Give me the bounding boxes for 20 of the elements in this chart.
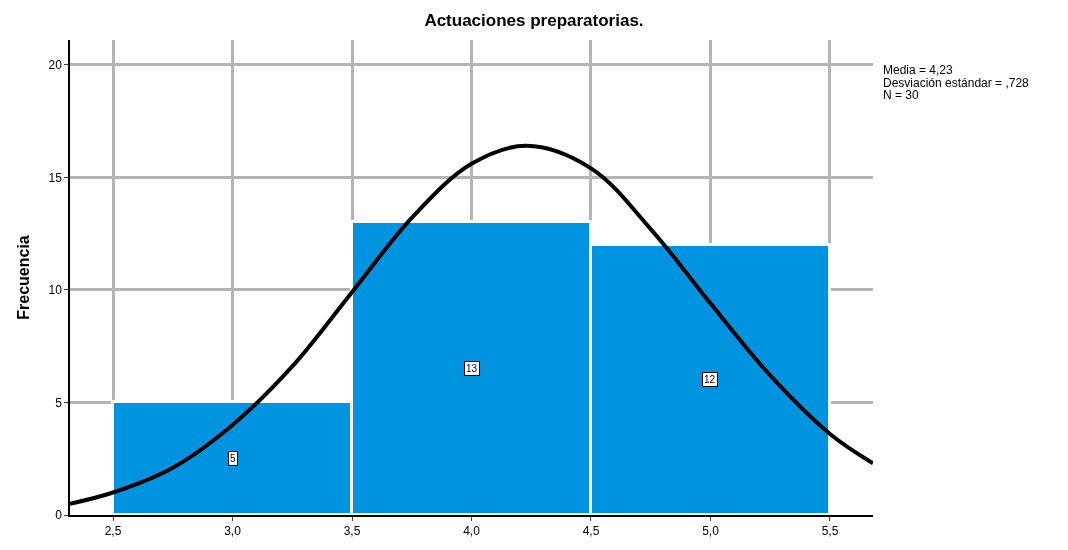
x-tick-label: 3,5 — [343, 524, 361, 539]
x-tick-label: 5,0 — [702, 524, 720, 539]
x-tick-label: 3,0 — [224, 524, 242, 539]
x-tick-label: 5,5 — [821, 524, 839, 539]
data-label: 5 — [230, 453, 236, 464]
text: Media = 4,23 — [883, 63, 954, 77]
text: N = 30 — [883, 88, 920, 102]
y-tick-label: 0 — [55, 508, 63, 523]
y-tick-label: 15 — [48, 170, 63, 185]
text: Desviación estándar = ,728 — [883, 76, 1030, 90]
y-tick-label: 10 — [48, 283, 63, 298]
y-tick-label: 20 — [48, 57, 63, 72]
x-tick-label: 4,0 — [463, 524, 481, 539]
chart-title: Actuaciones preparatorias. — [424, 10, 644, 30]
y-tick-label: 5 — [55, 395, 63, 410]
x-tick-label: 4,5 — [582, 524, 600, 539]
data-label: 12 — [704, 374, 716, 385]
data-label: 13 — [466, 363, 478, 374]
x-tick-label: 2,5 — [104, 524, 122, 539]
y-axis-title: Frecuencia — [14, 235, 32, 320]
